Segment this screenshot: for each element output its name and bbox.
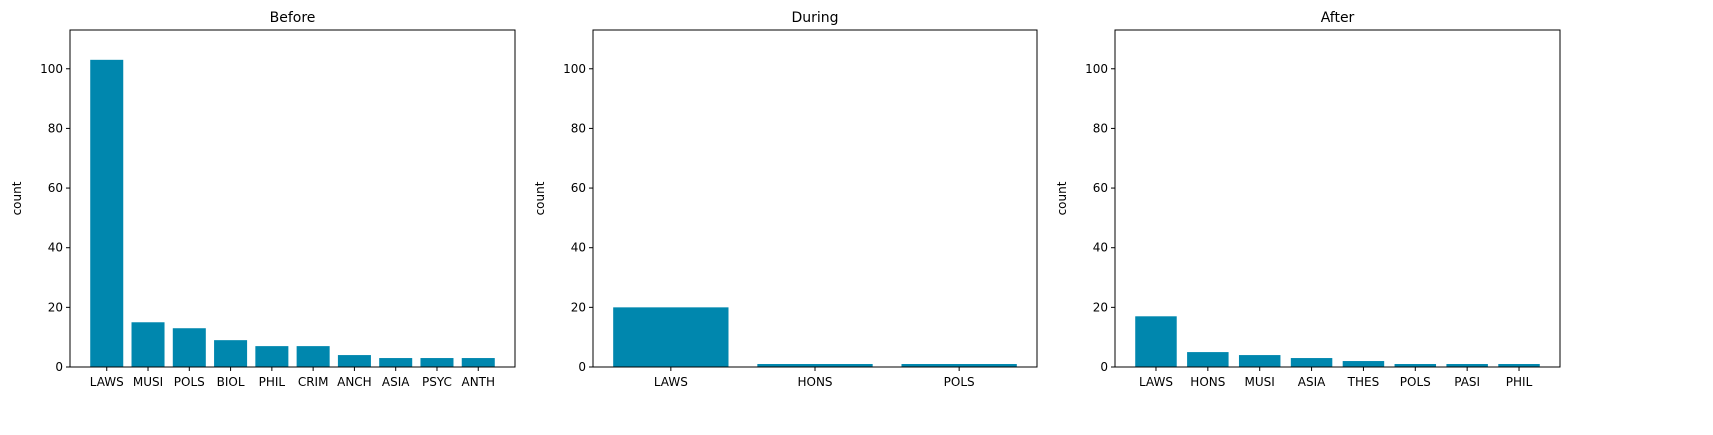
bar-phil	[255, 346, 289, 367]
x-tick-label: PASI	[1454, 375, 1480, 389]
bar-pasi	[1446, 364, 1488, 367]
bar-laws	[90, 59, 124, 367]
chart-after: 0 20 40 60 80 100 LAWS HONS MUSI ASIA THES POLS PASI…	[1055, 10, 1561, 389]
y-axis-label: count	[10, 181, 24, 215]
y-tick-label: 100	[563, 62, 586, 76]
plot-frame	[1114, 29, 1561, 368]
x-tick-label: ASIA	[1298, 375, 1326, 389]
bar-psyc	[420, 358, 454, 367]
x-tick-label: CRIM	[298, 375, 329, 389]
bar-laws	[1135, 316, 1177, 367]
y-tick-label: 60	[571, 181, 586, 195]
x-tick-label: LAWS	[1139, 375, 1173, 389]
x-tick-label: BIOL	[217, 375, 245, 389]
y-tick-label: 20	[48, 300, 63, 314]
x-tick-label: LAWS	[90, 375, 124, 389]
y-tick-label: 40	[571, 241, 586, 255]
bar-pols	[172, 328, 206, 367]
bar-musi	[1238, 355, 1281, 367]
plot-frame	[69, 29, 516, 368]
x-tick-label: MUSI	[1245, 375, 1275, 389]
bar-anth	[461, 358, 495, 367]
x-tick-label: PHIL	[259, 375, 286, 389]
bar-asia	[1290, 358, 1333, 367]
y-tick-label: 40	[1093, 241, 1108, 255]
bar-hons	[757, 364, 873, 367]
bar-musi	[131, 322, 165, 367]
y-tick-label: 0	[578, 360, 586, 374]
chart-before: 0 20 40 60 80 100 LAWS MUSI POLS BIOL PHIL CRIM ANCH…	[10, 10, 516, 389]
x-tick-label: ANTH	[461, 375, 495, 389]
bar-thes	[1342, 361, 1385, 367]
y-tick-label: 100	[1085, 62, 1108, 76]
x-tick-label: LAWS	[654, 375, 688, 389]
bar-crim	[296, 346, 330, 367]
bar-biol	[214, 340, 248, 367]
bar-pols	[901, 364, 1017, 367]
x-tick-label: POLS	[174, 375, 205, 389]
y-tick-label: 60	[48, 181, 63, 195]
x-tick-label: PHIL	[1506, 375, 1533, 389]
y-tick-label: 80	[48, 121, 63, 135]
x-tick-label: ANCH	[337, 375, 372, 389]
bar-asia	[379, 358, 413, 367]
x-tick-label: POLS	[944, 375, 975, 389]
y-axis-label: count	[1055, 181, 1069, 215]
bar-hons	[1187, 352, 1229, 367]
y-tick-label: 40	[48, 241, 63, 255]
bar-pols	[1394, 364, 1437, 367]
x-tick-label: ASIA	[382, 375, 410, 389]
y-tick-label: 60	[1093, 181, 1108, 195]
chart-title: After	[1321, 10, 1355, 26]
bar-phil	[1498, 364, 1540, 367]
chart-title: During	[791, 10, 838, 26]
y-tick-label: 0	[1100, 360, 1108, 374]
x-tick-label: THES	[1347, 375, 1380, 389]
bar-laws	[613, 307, 729, 367]
x-tick-label: HONS	[1190, 375, 1225, 389]
y-tick-label: 80	[1093, 121, 1108, 135]
x-tick-label: MUSI	[133, 375, 163, 389]
x-tick-label: PSYC	[422, 375, 452, 389]
bar-anch	[337, 355, 371, 367]
y-tick-label: 20	[571, 300, 586, 314]
y-tick-label: 0	[55, 360, 63, 374]
x-tick-label: HONS	[797, 375, 832, 389]
chart-during: 0 20 40 60 80 100 LAWS HONS POLS During count	[533, 10, 1038, 389]
chart-title: Before	[270, 10, 316, 26]
y-tick-label: 20	[1093, 300, 1108, 314]
x-tick-label: POLS	[1400, 375, 1431, 389]
y-tick-label: 80	[571, 121, 586, 135]
y-tick-label: 100	[40, 62, 63, 76]
y-axis-label: count	[533, 181, 547, 215]
